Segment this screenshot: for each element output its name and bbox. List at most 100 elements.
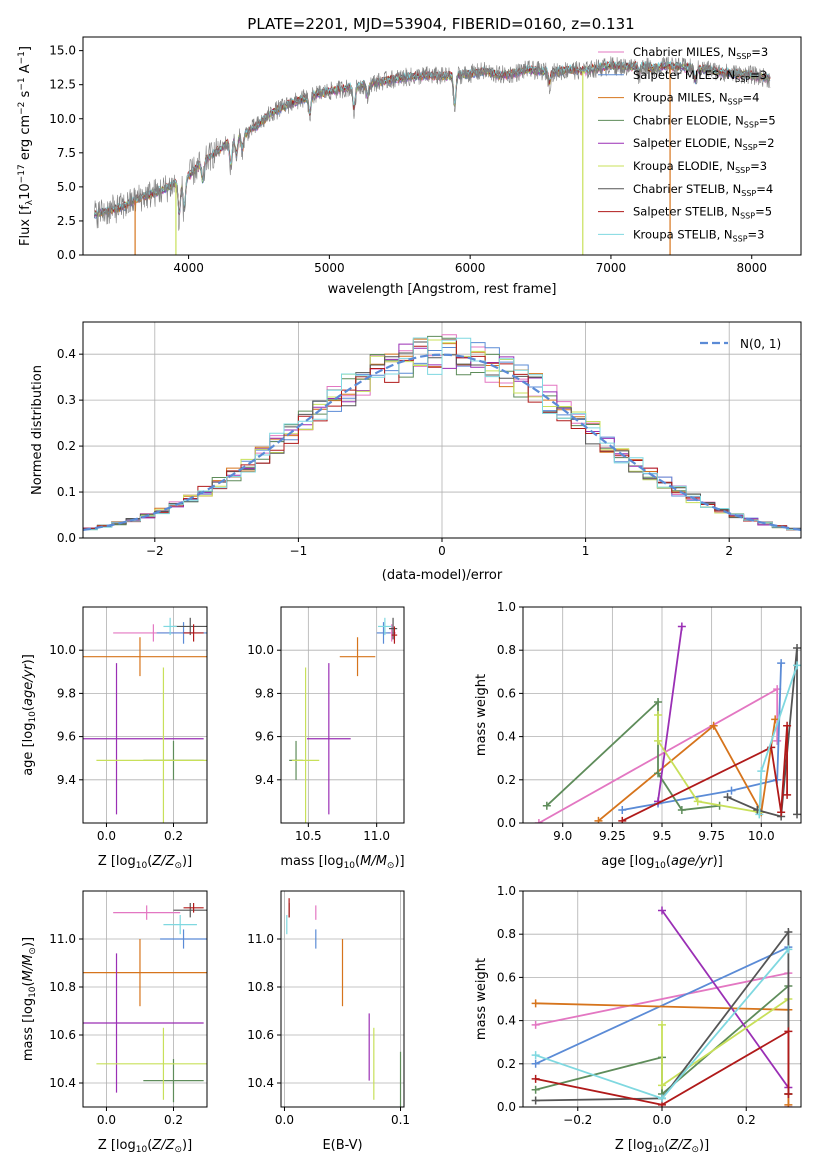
x-tick-label: 9.75 xyxy=(698,829,725,843)
x-axis-label: Z [log10(Z/Z⊙)] xyxy=(98,854,192,871)
x-axis-label: age [log10(age/yr)] xyxy=(601,854,723,871)
weight-marker xyxy=(793,810,801,819)
y-tick-label: 9.4 xyxy=(255,773,274,787)
legend-label: Chabrier STELIB, NSSP=4 xyxy=(633,182,773,198)
y-tick-label: 10.0 xyxy=(49,112,76,126)
y-tick-label: 0.8 xyxy=(497,927,516,941)
y-tick-label: 0.3 xyxy=(57,393,76,407)
weight-series-line xyxy=(657,626,683,802)
y-tick-label: 0.2 xyxy=(497,1057,516,1071)
panel-residual_hist: −2 −1 0 1 2 0.0 0.1 0.2 0.3 0.4 (data-model)/error… xyxy=(30,321,802,583)
y-axis-label: mass [log10(M/M⊙)] xyxy=(21,937,38,1061)
weight-marker xyxy=(534,819,543,823)
weight-series-line xyxy=(657,715,760,814)
weight-marker xyxy=(618,816,627,823)
x-tick-label: 0.2 xyxy=(164,1113,183,1127)
x-tick-label: 8000 xyxy=(736,261,767,275)
weight-marker xyxy=(658,1020,666,1029)
panel-age_vs_Z: 0.0 0.2 9.4 9.6 9.8 10.0 Z [log10(Z/Z⊙)] age [l… xyxy=(21,606,208,871)
weight-marker xyxy=(654,698,663,707)
weight-marker xyxy=(542,801,551,810)
x-tick-label: −0.2 xyxy=(563,1113,592,1127)
weight-marker xyxy=(723,793,732,802)
histogram-series xyxy=(83,337,801,531)
weight-marker xyxy=(793,644,801,653)
x-tick-label: 0.0 xyxy=(652,1113,671,1127)
x-tick-label: 2 xyxy=(725,544,733,558)
plot-area xyxy=(531,906,793,1107)
y-tick-label: 15.0 xyxy=(49,44,76,58)
legend-label: Kroupa MILES, NSSP=4 xyxy=(633,91,759,107)
y-axis-label: mass weight xyxy=(474,674,489,756)
y-tick-label: 10.4 xyxy=(247,1076,274,1090)
plot-area xyxy=(83,903,207,1103)
x-tick-label: 4000 xyxy=(173,261,204,275)
x-axis-label: Z [log10(Z/Z⊙)] xyxy=(615,1138,709,1155)
x-tick-label: 1 xyxy=(582,544,590,558)
weight-series-line xyxy=(535,946,789,1065)
weight-marker xyxy=(793,661,801,670)
x-axis-label: Z [log10(Z/Z⊙)] xyxy=(98,1138,192,1155)
y-axis-label: mass weight xyxy=(474,958,489,1040)
x-tick-label: 0.0 xyxy=(97,1113,116,1127)
x-tick-label: 9.0 xyxy=(553,829,572,843)
y-tick-label: 9.6 xyxy=(255,730,274,744)
weight-marker xyxy=(531,999,540,1008)
legend-label: Salpeter MILES, NSSP=3 xyxy=(633,68,767,84)
legend-label: Kroupa ELODIE, NSSP=3 xyxy=(633,159,767,175)
weight-marker xyxy=(531,1051,540,1060)
weight-marker xyxy=(784,1090,793,1099)
x-tick-label: 9.25 xyxy=(599,829,626,843)
weight-marker xyxy=(531,1059,540,1068)
y-tick-label: 0.2 xyxy=(57,439,76,453)
plot-area xyxy=(286,898,402,1107)
weight-marker xyxy=(654,711,663,719)
y-axis-label: Normed distribution xyxy=(30,365,45,495)
y-tick-label: 9.8 xyxy=(57,686,76,700)
weight-marker xyxy=(594,816,603,823)
plot-area xyxy=(93,56,771,255)
legend-label: N(0, 1) xyxy=(740,337,781,351)
y-tick-label: 1.0 xyxy=(497,884,516,898)
y-tick-label: 0.8 xyxy=(497,643,516,657)
y-tick-label: 10.6 xyxy=(247,1028,274,1042)
plot-area xyxy=(534,622,801,823)
x-tick-label: 0.0 xyxy=(275,1113,294,1127)
x-axis-label: mass [log10(M/M⊙)] xyxy=(280,854,404,871)
y-tick-label: 0.4 xyxy=(57,347,76,361)
weight-marker xyxy=(784,1027,793,1036)
normal-curve xyxy=(83,353,801,531)
weight-marker xyxy=(783,790,792,799)
y-tick-label: 2.5 xyxy=(57,214,76,228)
weight-marker xyxy=(654,769,663,778)
y-tick-label: 11.0 xyxy=(49,932,76,946)
weight-marker xyxy=(658,1081,666,1090)
x-axis-label: (data-model)/error xyxy=(382,568,503,583)
weight-marker xyxy=(773,736,782,745)
y-tick-label: 0.1 xyxy=(57,485,76,499)
panel-age_vs_mass: 10.5 11.0 9.4 9.6 9.8 10.0 mass [log10(M/M⊙)] xyxy=(247,606,405,871)
weight-marker xyxy=(693,797,702,806)
plot-area xyxy=(289,617,398,823)
legend-label: Chabrier MILES, NSSP=3 xyxy=(633,45,768,61)
x-tick-label: 0.0 xyxy=(97,829,116,843)
legend-label: Chabrier ELODIE, NSSP=5 xyxy=(633,113,776,129)
plot-area xyxy=(83,334,801,531)
x-tick-label: 0.2 xyxy=(737,1113,756,1127)
weight-marker xyxy=(618,806,627,815)
axes-frame xyxy=(280,890,405,1108)
y-tick-label: 12.5 xyxy=(49,78,76,92)
weight-marker xyxy=(784,945,793,954)
weight-marker xyxy=(777,659,786,668)
weight-marker xyxy=(654,736,663,745)
weight-marker xyxy=(757,767,766,776)
y-axis-label: Flux [fλ10−17 erg cm−2 s−1 A−1] xyxy=(17,46,35,246)
axes-frame xyxy=(82,606,208,824)
y-tick-label: 5.0 xyxy=(57,180,76,194)
axes-frame xyxy=(82,36,802,256)
panel-weight_vs_age: 9.0 9.25 9.5 9.75 10.0 0.0 0.2 0.4 0.6 0.8 1.0 age … xyxy=(474,600,802,871)
y-tick-label: 9.6 xyxy=(57,730,76,744)
weight-marker xyxy=(784,928,793,937)
y-tick-label: 1.0 xyxy=(497,600,516,614)
